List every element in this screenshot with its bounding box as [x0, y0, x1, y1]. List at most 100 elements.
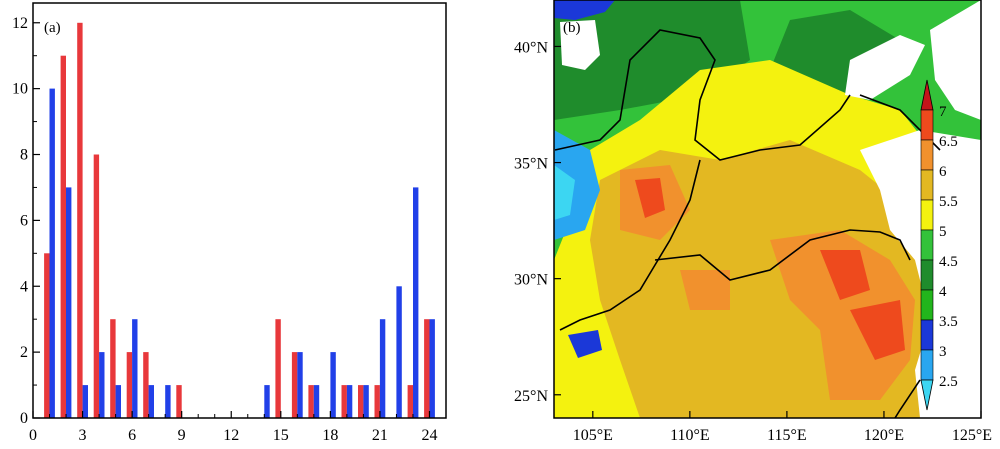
bar — [82, 385, 88, 418]
colorbar-label: 3 — [939, 344, 947, 360]
bar — [110, 319, 116, 418]
mask-sea — [860, 130, 981, 418]
colorbar-segment — [920, 319, 934, 351]
bar — [49, 88, 55, 418]
bar — [99, 352, 105, 418]
bar — [374, 385, 380, 418]
x-tick-label: 9 — [178, 427, 186, 444]
bar-series-group — [44, 22, 435, 419]
colorbar-cap-bottom — [920, 379, 934, 411]
y-tick-label: 10 — [12, 81, 28, 98]
bar — [66, 187, 72, 418]
bar — [126, 352, 133, 418]
bar — [413, 187, 419, 418]
bar — [358, 385, 364, 418]
colorbar-segment — [920, 289, 934, 321]
colorbar-label: 6.5 — [939, 134, 958, 150]
bar — [93, 154, 100, 418]
bar — [396, 286, 402, 418]
mask-north-west — [560, 20, 600, 70]
lon-tick-label: 110°E — [670, 427, 710, 444]
bar — [424, 319, 430, 418]
colorbar-segment — [920, 169, 934, 201]
bar — [176, 385, 182, 418]
x-tick-label: 6 — [128, 427, 136, 444]
field-red-north — [820, 250, 870, 300]
colorbar-label: 2.5 — [939, 374, 958, 390]
bar — [115, 385, 121, 418]
map-field — [554, 0, 981, 418]
colorbar-label: 5.5 — [939, 194, 958, 210]
y-tick-label: 8 — [20, 147, 28, 164]
colorbar-label: 3.5 — [939, 314, 958, 330]
bar — [148, 385, 154, 418]
bar — [308, 385, 314, 418]
mask-bohai — [845, 35, 925, 100]
mask-korea — [930, 0, 981, 120]
map-axis-ticks: 105°E 110°E 115°E 120°E 125°E 25°N 30°N 35°N 40°… — [514, 39, 992, 444]
bar — [143, 352, 149, 418]
colorbar-segment — [920, 349, 934, 381]
bar — [379, 319, 386, 418]
colorbar-segment — [920, 139, 934, 171]
x-tick-label: 24 — [421, 427, 437, 444]
bar — [330, 352, 336, 418]
province-borders — [554, 29, 941, 418]
colorbar-label: 4 — [939, 284, 947, 300]
bar — [346, 385, 353, 418]
panel-label: (b) — [563, 20, 581, 36]
x-tick-label: 18 — [322, 427, 338, 444]
field-lightcyan-west — [554, 165, 575, 220]
bar — [165, 385, 171, 418]
map-panel: 105°E 110°E 115°E 120°E 125°E 25°N 30°N 35°N 40°… — [514, 0, 992, 444]
x-tick-label: 0 — [29, 427, 37, 444]
bar — [275, 319, 281, 418]
colorbar-label: 7 — [939, 104, 947, 120]
x-tick-label: 21 — [372, 427, 388, 444]
bar — [291, 352, 298, 418]
field-red-south — [850, 300, 905, 360]
bar — [429, 319, 435, 418]
bar — [44, 253, 50, 418]
bar — [132, 319, 138, 418]
colorbar-segment — [920, 259, 934, 291]
plot-frame — [32, 2, 447, 419]
colorbar-segment — [920, 199, 934, 231]
y-tick-label: 0 — [20, 410, 28, 427]
x-tick-label: 15 — [273, 427, 289, 444]
lon-tick-label: 120°E — [864, 427, 904, 444]
y-tick-label: 4 — [20, 278, 28, 295]
x-tick-label: 12 — [223, 427, 239, 444]
colorbar-segment — [920, 109, 934, 141]
map-frame — [553, 0, 982, 419]
lat-tick-label: 30°N — [514, 272, 548, 289]
y-tick-label: 6 — [20, 212, 28, 229]
colorbar-label: 5 — [939, 224, 947, 240]
y-tick-label: 2 — [20, 344, 28, 361]
y-tick-label: 12 — [12, 15, 28, 32]
lon-tick-label: 115°E — [767, 427, 807, 444]
bar — [297, 352, 303, 418]
lat-tick-label: 35°N — [514, 156, 548, 173]
colorbar-label: 6 — [939, 164, 947, 180]
lon-tick-label: 105°E — [573, 427, 613, 444]
bar — [264, 385, 270, 418]
field-blue-north — [554, 0, 615, 20]
colorbar-label: 4.5 — [939, 254, 958, 270]
lon-tick-label: 125°E — [952, 427, 992, 444]
field-orange-mid — [680, 270, 730, 310]
colorbar: 2.5 3 3.5 4 4.5 5 5.5 6 6.5 7 — [920, 79, 958, 411]
bar — [341, 385, 347, 418]
lat-tick-label: 25°N — [514, 388, 548, 405]
bar — [363, 385, 369, 418]
panel-label: (a) — [44, 20, 61, 36]
bar — [407, 385, 413, 418]
lat-tick-label: 40°N — [514, 39, 548, 56]
field-blue-patch — [568, 330, 602, 358]
colorbar-segment — [920, 229, 934, 261]
x-tick-label: 3 — [79, 427, 87, 444]
bar — [313, 385, 320, 418]
